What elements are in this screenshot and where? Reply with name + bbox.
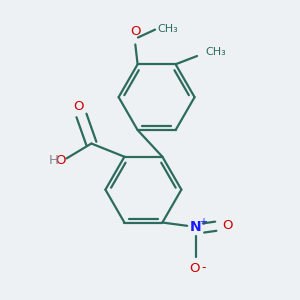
- Text: O: O: [56, 154, 66, 167]
- Text: +: +: [199, 217, 207, 227]
- Text: O: O: [190, 262, 200, 275]
- Text: CH₃: CH₃: [205, 47, 226, 57]
- Text: O: O: [73, 100, 83, 113]
- Text: H: H: [49, 154, 58, 167]
- Text: CH₃: CH₃: [158, 24, 178, 34]
- Text: N: N: [190, 220, 201, 235]
- Text: -: -: [201, 261, 206, 274]
- Text: O: O: [223, 219, 233, 232]
- Text: O: O: [130, 25, 141, 38]
